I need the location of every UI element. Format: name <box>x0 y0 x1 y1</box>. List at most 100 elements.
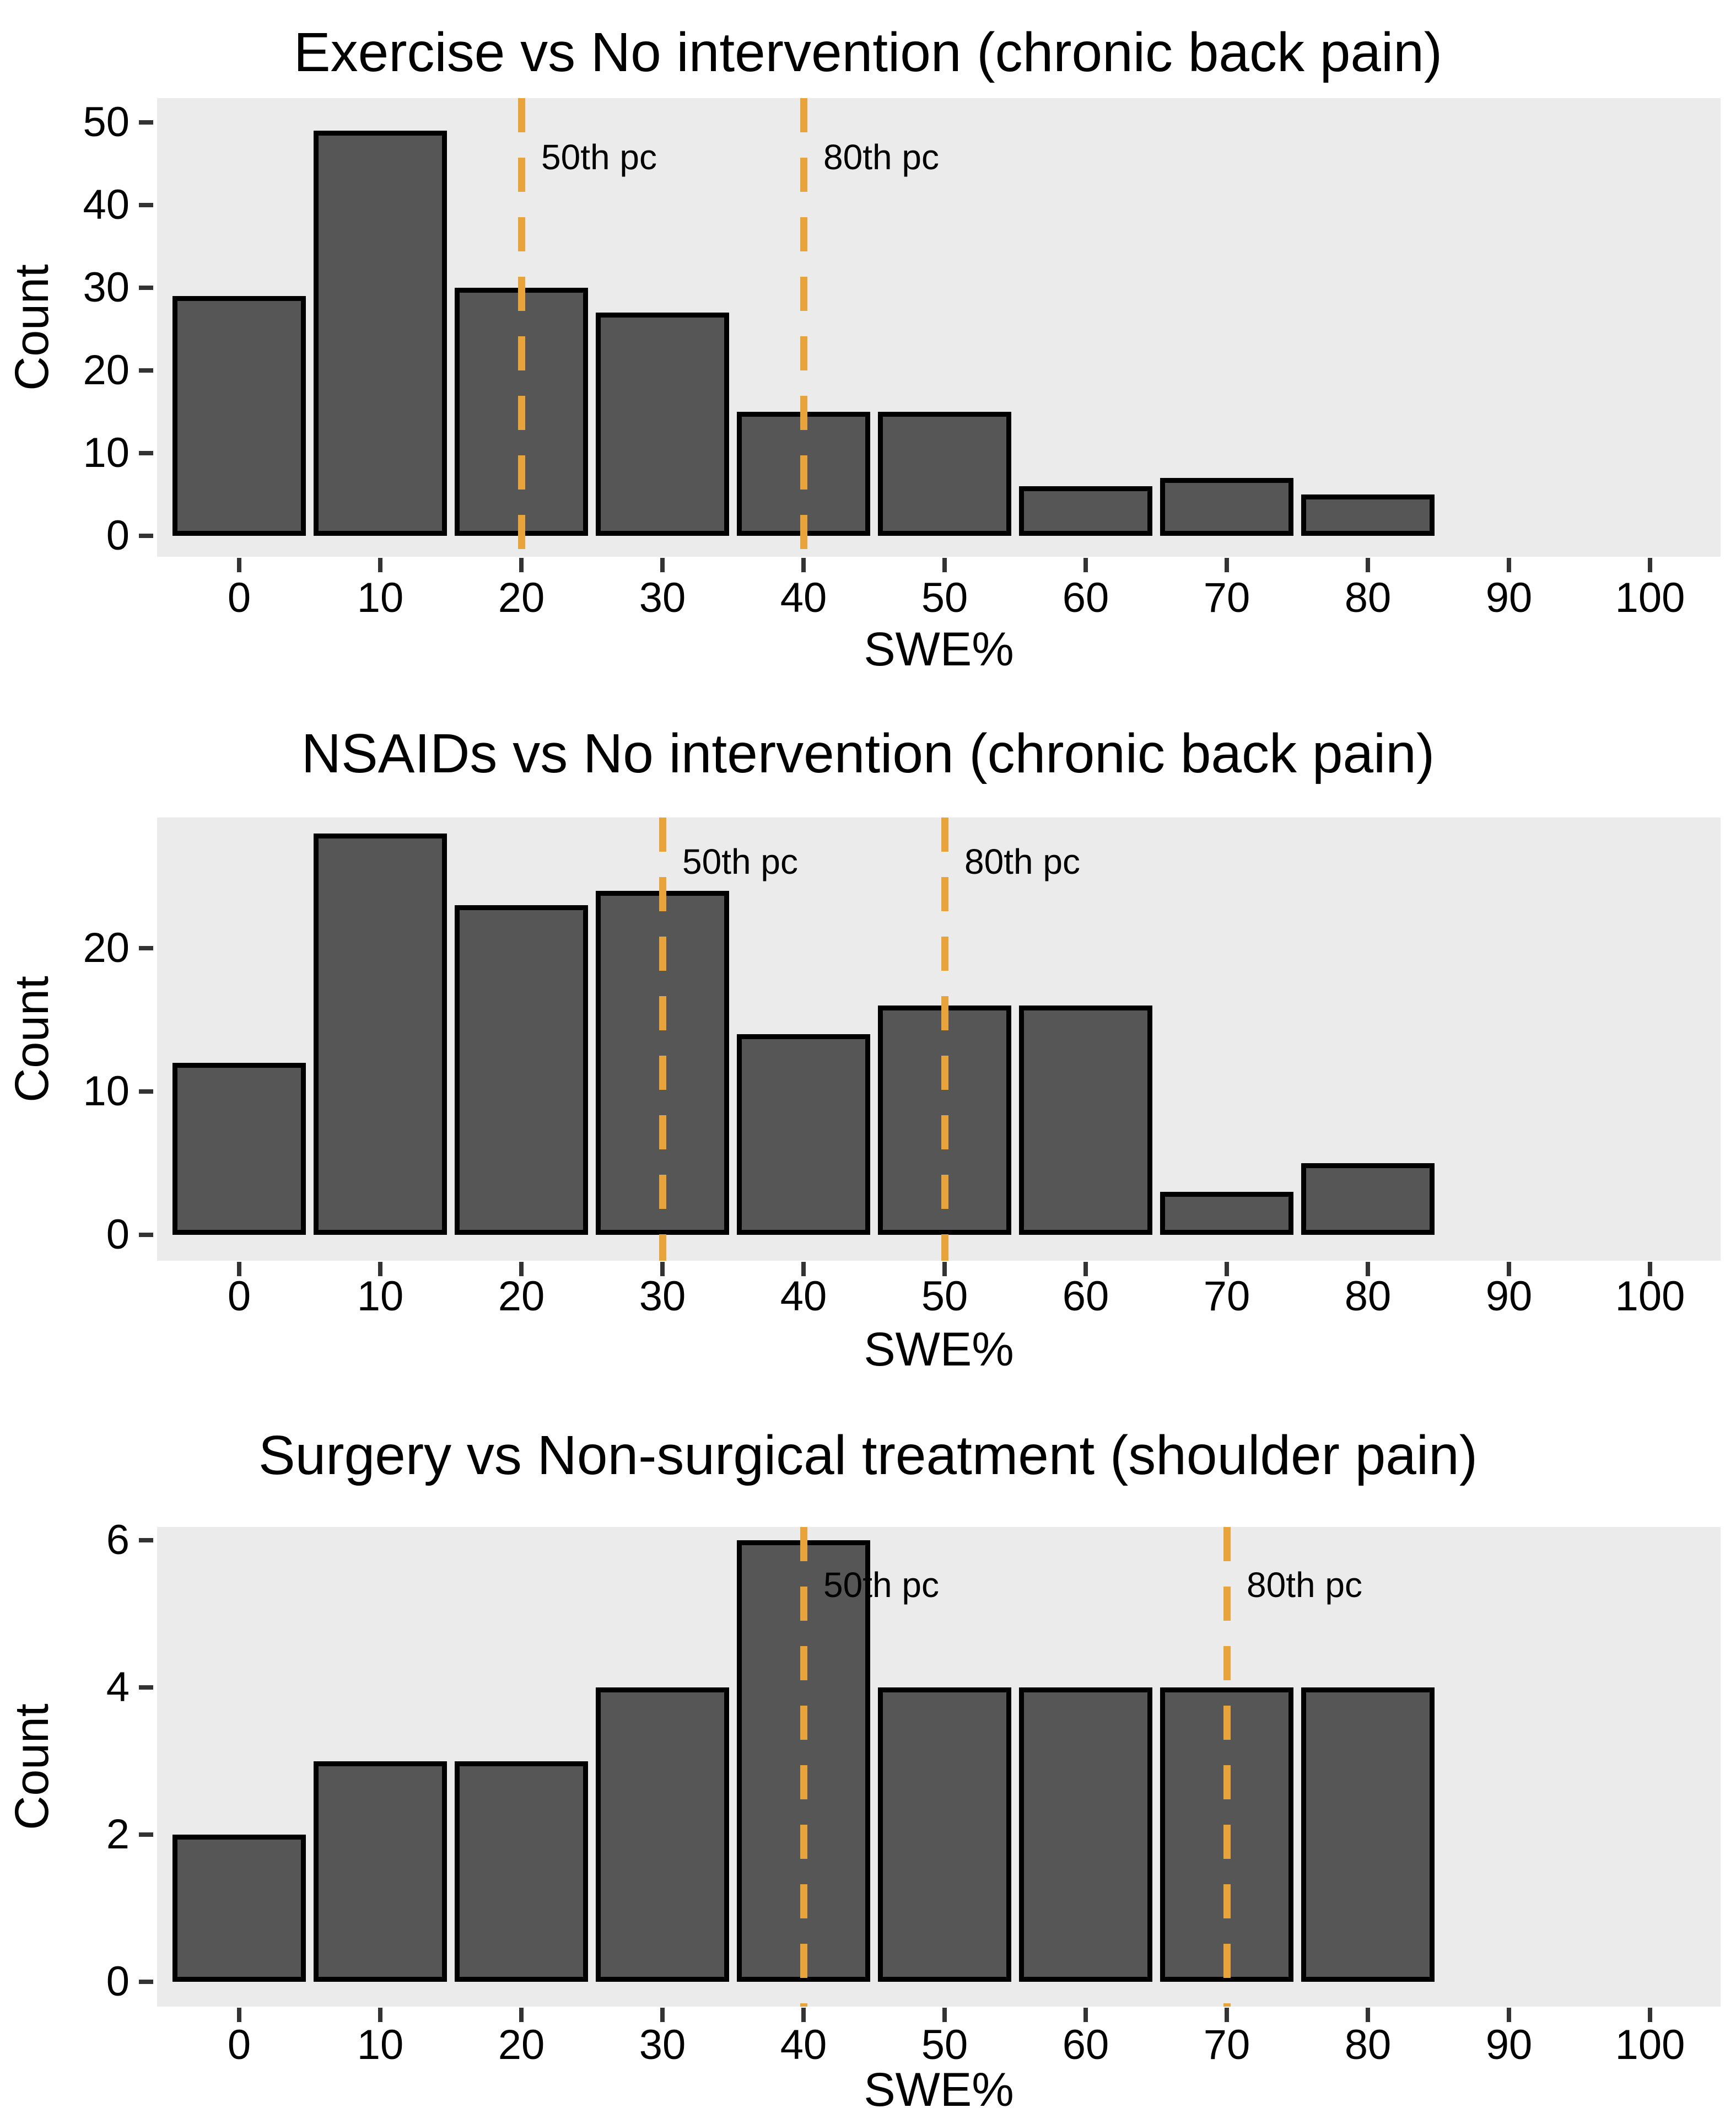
histogram-bar <box>737 1034 870 1235</box>
x-axis-tick <box>660 2008 665 2022</box>
x-axis-tick-label: 70 <box>1203 2021 1250 2068</box>
histogram-bar <box>314 131 447 536</box>
x-axis-tick <box>1648 558 1652 572</box>
chart-1-title: Exercise vs No intervention (chronic bac… <box>293 21 1443 83</box>
percentile-line <box>941 818 948 1261</box>
x-axis-tick-label: 100 <box>1615 574 1685 621</box>
x-axis-tick <box>378 1262 382 1276</box>
x-axis-tick-label: 40 <box>780 1273 827 1320</box>
x-axis-tick-label: 50 <box>921 2021 968 2068</box>
histogram-bar <box>1019 1006 1152 1235</box>
x-axis-tick <box>378 2008 382 2022</box>
x-axis-tick-label: 0 <box>227 2021 251 2068</box>
x-axis-tick <box>519 558 524 572</box>
x-axis-tick <box>1225 2008 1229 2022</box>
y-axis-tick-label: 4 <box>106 1664 130 1711</box>
x-axis-tick <box>660 558 665 572</box>
x-axis-tick-label: 60 <box>1062 1273 1109 1320</box>
histogram-bar <box>596 313 729 536</box>
y-axis-tick <box>139 1980 153 1984</box>
x-axis-tick <box>1507 1262 1511 1276</box>
percentile-line <box>659 818 666 1261</box>
x-axis-tick-label: 90 <box>1485 2021 1533 2068</box>
x-axis-tick <box>378 558 382 572</box>
x-axis-tick <box>1507 558 1511 572</box>
x-axis-tick-label: 100 <box>1615 1273 1685 1320</box>
x-axis-tick-label: 80 <box>1344 1273 1392 1320</box>
y-axis-tick <box>139 120 153 125</box>
y-axis-tick <box>139 368 153 373</box>
chart-2-title: NSAIDs vs No intervention (chronic back … <box>301 723 1435 784</box>
percentile-label: 50th pc <box>541 137 657 177</box>
histogram-bar <box>1301 1163 1435 1235</box>
x-axis-tick-label: 50 <box>921 574 968 621</box>
x-axis-tick-label: 40 <box>780 574 827 621</box>
y-axis-tick-label: 10 <box>83 1068 130 1115</box>
x-axis-tick-label: 90 <box>1485 1273 1533 1320</box>
y-axis-tick-label: 2 <box>106 1811 130 1858</box>
histogram-bar <box>878 412 1011 536</box>
x-axis-tick <box>942 2008 947 2022</box>
y-axis-tick-label: 6 <box>106 1517 130 1563</box>
x-axis-tick-label: 10 <box>357 574 404 621</box>
histogram-bar <box>314 1761 447 1982</box>
percentile-label: 50th pc <box>682 842 798 881</box>
histogram-bar <box>1160 1192 1293 1235</box>
percentile-label: 50th pc <box>823 1565 939 1605</box>
histogram-bar <box>878 1687 1011 1982</box>
x-axis-tick <box>237 2008 241 2022</box>
x-axis-tick-label: 0 <box>227 1273 251 1320</box>
x-axis-tick <box>1225 558 1229 572</box>
x-axis-tick-label: 70 <box>1203 1273 1250 1320</box>
x-axis-tick <box>801 1262 806 1276</box>
y-axis-tick-label: 50 <box>83 99 130 146</box>
x-axis-tick <box>660 1262 665 1276</box>
y-axis-tick-label: 0 <box>106 1958 130 2005</box>
y-axis-tick <box>139 1685 153 1690</box>
x-axis-tick-label: 30 <box>639 1273 686 1320</box>
chart-2-x-axis-title: SWE% <box>864 1323 1014 1376</box>
x-axis-tick <box>1648 2008 1652 2022</box>
y-axis-tick <box>139 1832 153 1837</box>
y-axis-tick-label: 0 <box>106 512 130 559</box>
percentile-label: 80th pc <box>1247 1565 1362 1605</box>
y-axis-tick <box>139 534 153 538</box>
x-axis-tick-label: 80 <box>1344 2021 1392 2068</box>
x-axis-tick-label: 30 <box>639 2021 686 2068</box>
x-axis-tick-label: 10 <box>357 1273 404 1320</box>
y-axis-tick-label: 40 <box>83 181 130 228</box>
x-axis-tick-label: 40 <box>780 2021 827 2068</box>
percentile-line <box>1223 1527 1231 2007</box>
y-axis-tick <box>139 451 153 455</box>
y-axis-tick-label: 0 <box>106 1211 130 1258</box>
x-axis-tick <box>1083 558 1088 572</box>
percentile-line <box>800 98 807 557</box>
x-axis-tick <box>942 558 947 572</box>
y-axis-tick-label: 30 <box>83 264 130 311</box>
x-axis-tick-label: 20 <box>498 574 545 621</box>
x-axis-tick <box>1366 1262 1370 1276</box>
histogram-bar <box>455 1761 588 1982</box>
x-axis-tick <box>237 558 241 572</box>
x-axis-tick <box>519 2008 524 2022</box>
x-axis-tick-label: 60 <box>1062 2021 1109 2068</box>
x-axis-tick <box>1507 2008 1511 2022</box>
x-axis-tick-label: 50 <box>921 1273 968 1320</box>
y-axis-tick <box>139 1233 153 1237</box>
x-axis-tick-label: 90 <box>1485 574 1533 621</box>
x-axis-tick <box>942 1262 947 1276</box>
x-axis-tick-label: 20 <box>498 2021 545 2068</box>
percentile-line <box>800 1527 807 2007</box>
x-axis-tick <box>1648 1262 1652 1276</box>
x-axis-tick <box>519 1262 524 1276</box>
x-axis-tick <box>1083 1262 1088 1276</box>
histogram-bar <box>1301 494 1435 536</box>
histogram-bar <box>1160 478 1293 536</box>
x-axis-tick <box>801 2008 806 2022</box>
histogram-bar <box>1301 1687 1435 1982</box>
x-axis-tick <box>1083 2008 1088 2022</box>
chart-3-x-axis-title: SWE% <box>864 2063 1014 2113</box>
x-axis-tick <box>237 1262 241 1276</box>
y-axis-tick <box>139 1089 153 1094</box>
chart-3-title: Surgery vs Non-surgical treatment (shoul… <box>258 1424 1478 1486</box>
